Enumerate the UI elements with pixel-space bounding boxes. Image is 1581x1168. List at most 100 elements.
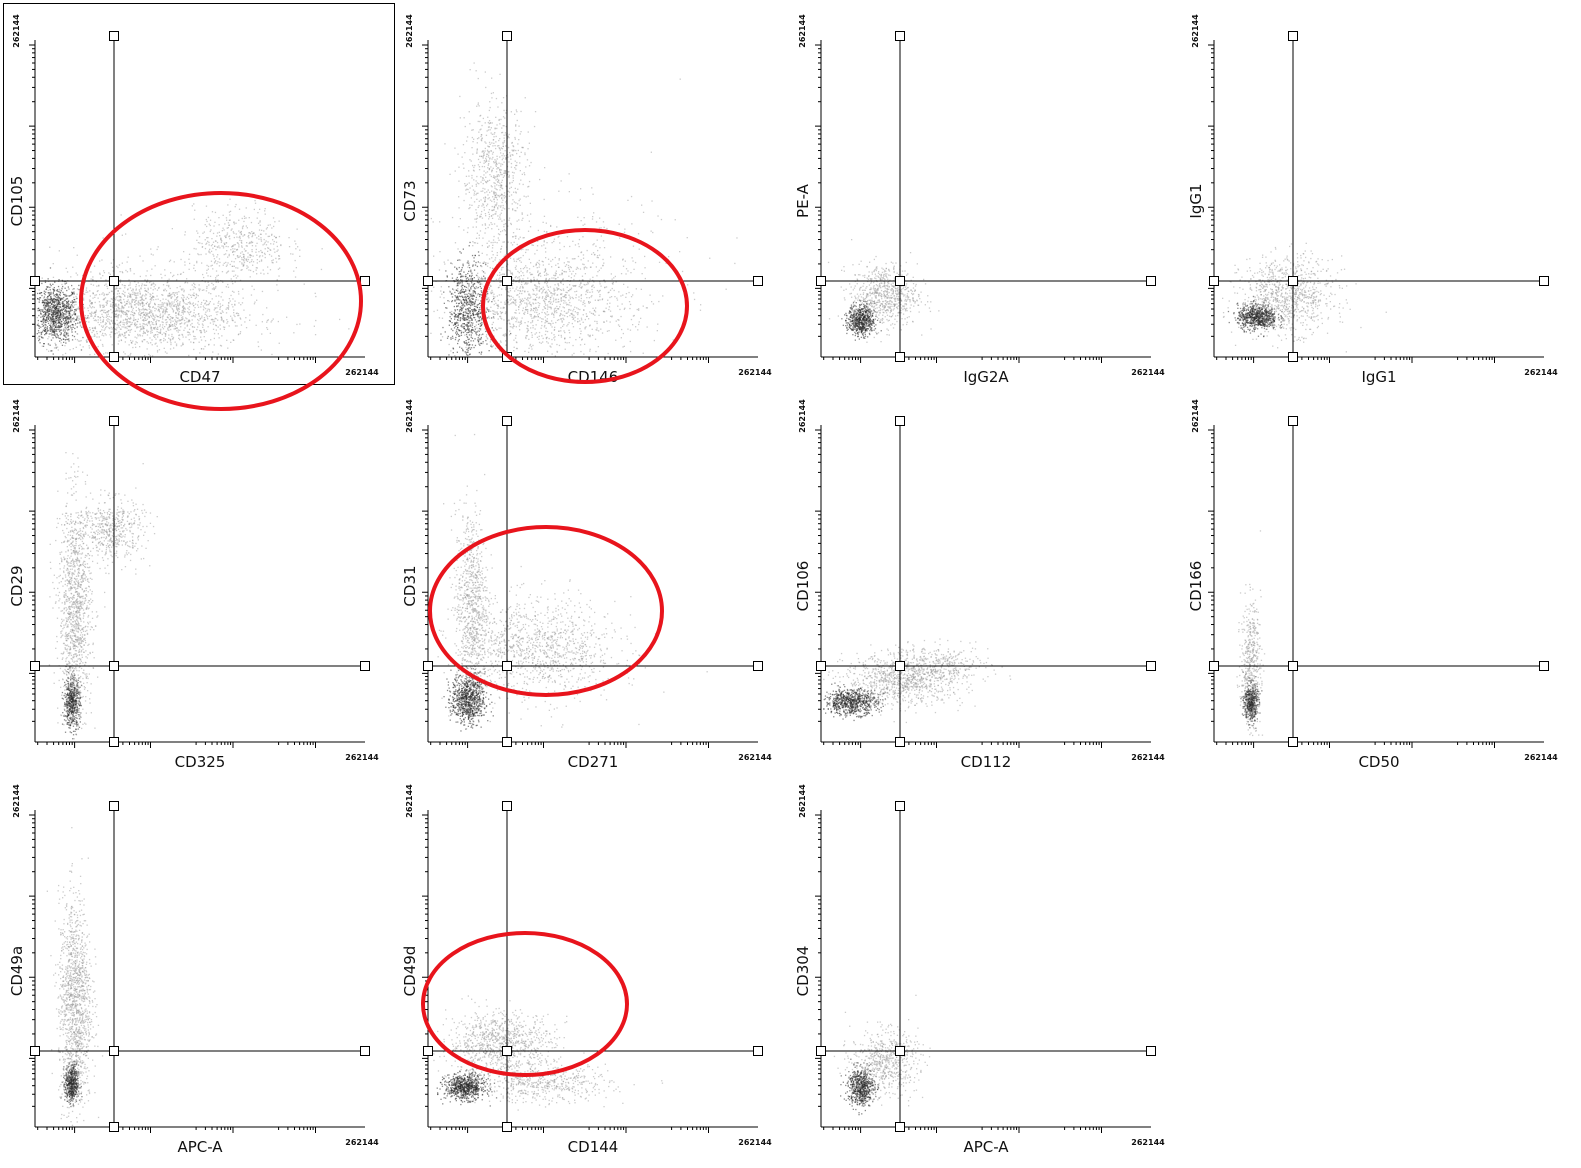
event-point — [154, 303, 156, 305]
event-point — [63, 293, 65, 295]
event-point — [479, 120, 481, 123]
event-point — [554, 312, 556, 314]
event-point — [136, 327, 138, 329]
event-point — [502, 176, 504, 178]
event-point — [216, 241, 219, 244]
event-point — [168, 300, 170, 303]
event-point — [256, 217, 258, 219]
event-point — [450, 293, 453, 295]
x-axis-label[interactable]: CD47 — [179, 368, 220, 386]
sparse-population — [36, 246, 295, 357]
event-point — [483, 166, 486, 168]
event-point — [488, 213, 490, 216]
event-point — [530, 161, 532, 164]
event-point — [210, 293, 212, 295]
event-point — [534, 316, 536, 318]
event-point — [240, 318, 242, 320]
event-point — [173, 301, 175, 303]
event-point — [476, 331, 479, 333]
event-point — [618, 319, 620, 321]
event-point — [485, 160, 487, 162]
event-point — [466, 304, 468, 306]
event-point — [268, 253, 271, 256]
event-point — [507, 136, 509, 138]
event-point — [461, 290, 463, 293]
scatter-plot-cd146-vs-cd73[interactable]: CD146 CD73 262144 262144 — [393, 0, 785, 386]
event-point — [186, 324, 189, 326]
event-point — [597, 346, 599, 348]
event-point — [147, 322, 149, 324]
event-point — [241, 258, 243, 261]
y-axis-label[interactable]: CD105 — [8, 176, 26, 227]
event-point — [472, 312, 474, 314]
event-point — [58, 321, 60, 323]
event-point — [114, 322, 116, 324]
event-point — [78, 284, 80, 287]
event-point — [208, 292, 210, 294]
event-point — [501, 159, 503, 161]
event-point — [474, 302, 476, 304]
event-point — [120, 299, 122, 301]
event-point — [53, 320, 55, 322]
event-point — [580, 317, 583, 319]
event-point — [493, 136, 495, 138]
event-point — [99, 317, 101, 319]
event-point — [115, 329, 118, 331]
event-point — [481, 317, 483, 320]
event-point — [73, 335, 76, 338]
event-point — [47, 289, 49, 292]
gate-handle[interactable] — [109, 352, 119, 362]
event-point — [213, 344, 215, 346]
event-point — [211, 211, 214, 213]
event-point — [248, 232, 250, 234]
event-point — [129, 284, 131, 286]
event-point — [64, 322, 66, 325]
event-point — [476, 198, 478, 200]
event-point — [466, 231, 469, 234]
event-point — [146, 290, 148, 292]
event-point — [462, 316, 464, 319]
event-point — [167, 299, 169, 302]
gate-handle[interactable] — [109, 31, 119, 41]
gate-handle[interactable] — [109, 276, 119, 286]
event-point — [124, 336, 126, 339]
event-point — [116, 293, 119, 295]
event-point — [473, 290, 475, 292]
gate-handle[interactable] — [30, 276, 40, 286]
event-point — [551, 313, 553, 315]
event-point — [212, 323, 215, 325]
event-point — [150, 330, 152, 332]
event-point — [51, 299, 53, 301]
event-point — [456, 331, 458, 333]
event-point — [241, 302, 244, 304]
event-point — [70, 327, 72, 329]
event-point — [487, 338, 489, 340]
event-point — [135, 341, 137, 343]
event-point — [523, 266, 526, 269]
event-point — [152, 314, 154, 316]
event-point — [61, 344, 64, 346]
event-point — [155, 314, 157, 316]
gate-handle[interactable] — [360, 276, 370, 286]
event-point — [499, 206, 502, 208]
event-point — [182, 342, 184, 344]
event-point — [245, 327, 248, 329]
event-point — [239, 237, 241, 239]
event-point — [255, 324, 257, 326]
event-point — [229, 219, 231, 221]
event-point — [476, 175, 478, 178]
event-point — [630, 318, 633, 321]
event-point — [153, 283, 155, 285]
scatter-plot-cd47-vs-cd105[interactable]: CD47 CD105 262144 262144 — [0, 0, 392, 411]
event-point — [58, 288, 60, 290]
event-point — [221, 317, 223, 319]
event-point — [454, 309, 456, 311]
event-point — [512, 177, 514, 179]
event-point — [485, 172, 487, 174]
event-point — [502, 97, 505, 99]
event-point — [153, 296, 155, 298]
event-point — [510, 186, 512, 188]
event-point — [459, 335, 461, 337]
event-point — [220, 238, 222, 240]
event-point — [42, 297, 45, 299]
